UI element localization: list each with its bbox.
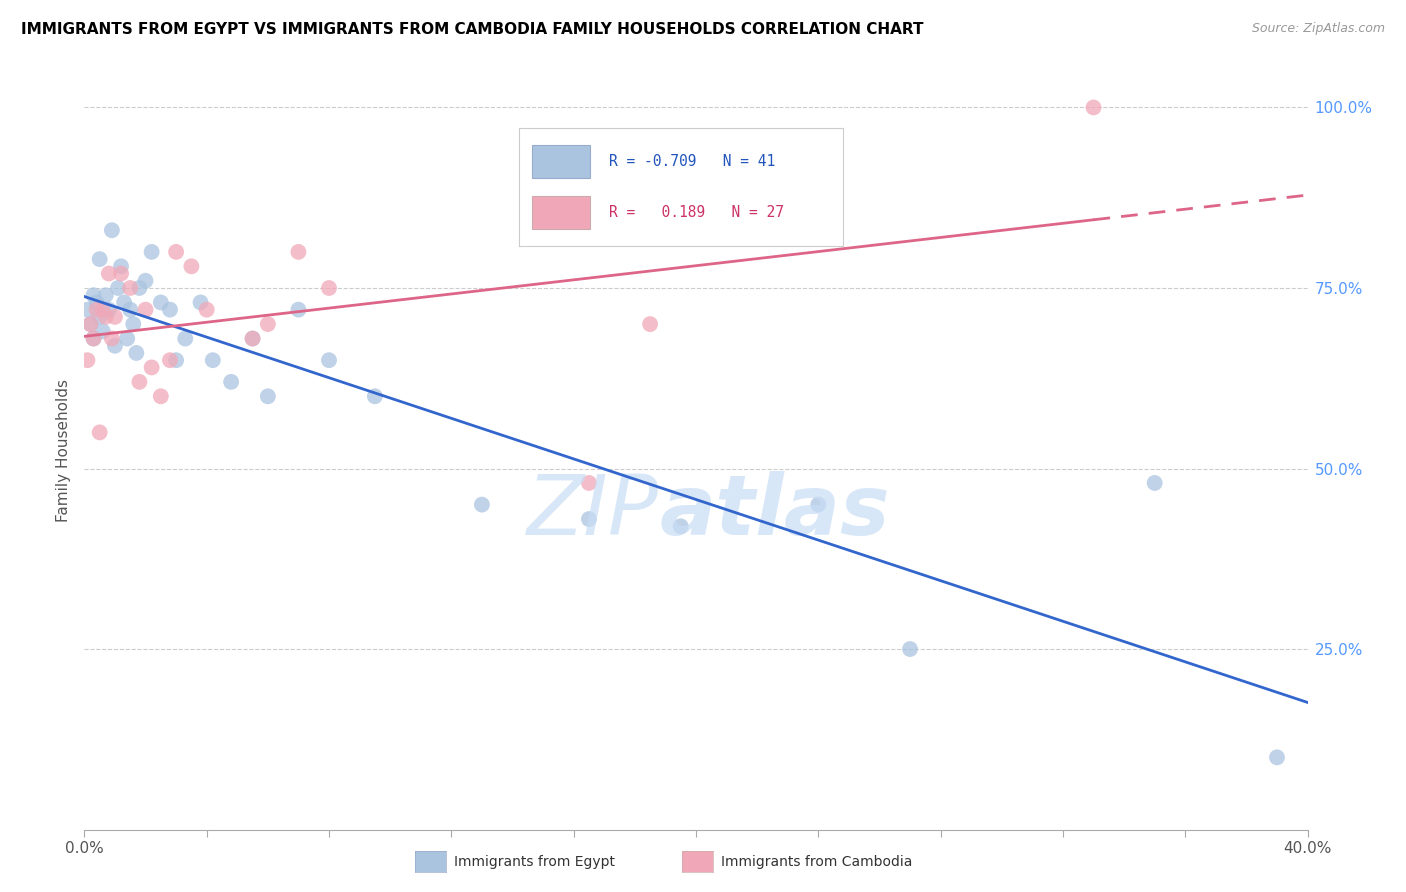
Point (112, 295, 135, 310)
Point (101, 223, 124, 237)
Point (89, 252, 111, 266)
Point (149, 295, 172, 310)
Text: IMMIGRANTS FROM EGYPT VS IMMIGRANTS FROM CAMBODIA FAMILY HOUSEHOLDS CORRELATION : IMMIGRANTS FROM EGYPT VS IMMIGRANTS FROM… (21, 22, 924, 37)
Point (122, 317, 145, 331)
Point (195, 302, 218, 317)
Point (79, 317, 101, 331)
Point (174, 332, 197, 346)
Point (159, 302, 181, 317)
Point (76, 302, 98, 317)
Point (101, 332, 124, 346)
Point (159, 353, 181, 368)
Point (83, 288, 105, 302)
Point (110, 260, 132, 274)
Text: atlas: atlas (659, 471, 890, 551)
Point (125, 346, 148, 360)
Point (165, 244, 187, 259)
Point (83, 332, 105, 346)
Point (165, 353, 187, 368)
Point (89, 425, 111, 440)
Point (141, 360, 163, 375)
Point (219, 375, 242, 389)
Point (364, 389, 387, 403)
Text: Immigrants from Cambodia: Immigrants from Cambodia (721, 855, 912, 869)
Point (180, 260, 202, 274)
Point (318, 353, 340, 368)
Point (669, 519, 692, 533)
Point (578, 475, 600, 490)
Point (1265, 750, 1288, 764)
Point (141, 244, 163, 259)
Y-axis label: Family Households: Family Households (56, 379, 72, 522)
Point (86, 295, 108, 310)
Point (257, 389, 280, 403)
Point (97, 302, 120, 317)
Point (1083, 100, 1105, 114)
Point (471, 498, 494, 512)
Point (91, 324, 114, 338)
Point (79, 317, 101, 331)
Point (86, 302, 108, 317)
Point (149, 389, 172, 403)
Point (120, 281, 142, 295)
Point (242, 332, 264, 346)
Point (110, 267, 132, 281)
Point (94, 310, 117, 324)
Point (83, 332, 105, 346)
Text: ZIP: ZIP (527, 471, 659, 551)
Point (638, 317, 661, 331)
Point (135, 274, 157, 288)
Point (120, 302, 142, 317)
Point (287, 302, 309, 317)
Point (107, 281, 129, 295)
Point (578, 512, 600, 526)
Point (135, 302, 157, 317)
Text: Source: ZipAtlas.com: Source: ZipAtlas.com (1251, 22, 1385, 36)
Point (242, 332, 264, 346)
Point (91, 302, 114, 317)
Point (128, 375, 150, 389)
Point (89, 310, 111, 324)
Point (287, 244, 309, 259)
Point (257, 317, 280, 331)
Point (104, 310, 127, 324)
Point (128, 281, 150, 295)
Point (201, 353, 224, 368)
Point (94, 288, 117, 302)
Text: Immigrants from Egypt: Immigrants from Egypt (454, 855, 616, 869)
Point (898, 642, 921, 657)
Point (807, 498, 830, 512)
Point (1143, 475, 1166, 490)
Point (104, 339, 127, 353)
Point (97, 267, 120, 281)
Point (318, 281, 340, 295)
Point (115, 332, 138, 346)
Point (76, 353, 98, 368)
Point (190, 295, 212, 310)
